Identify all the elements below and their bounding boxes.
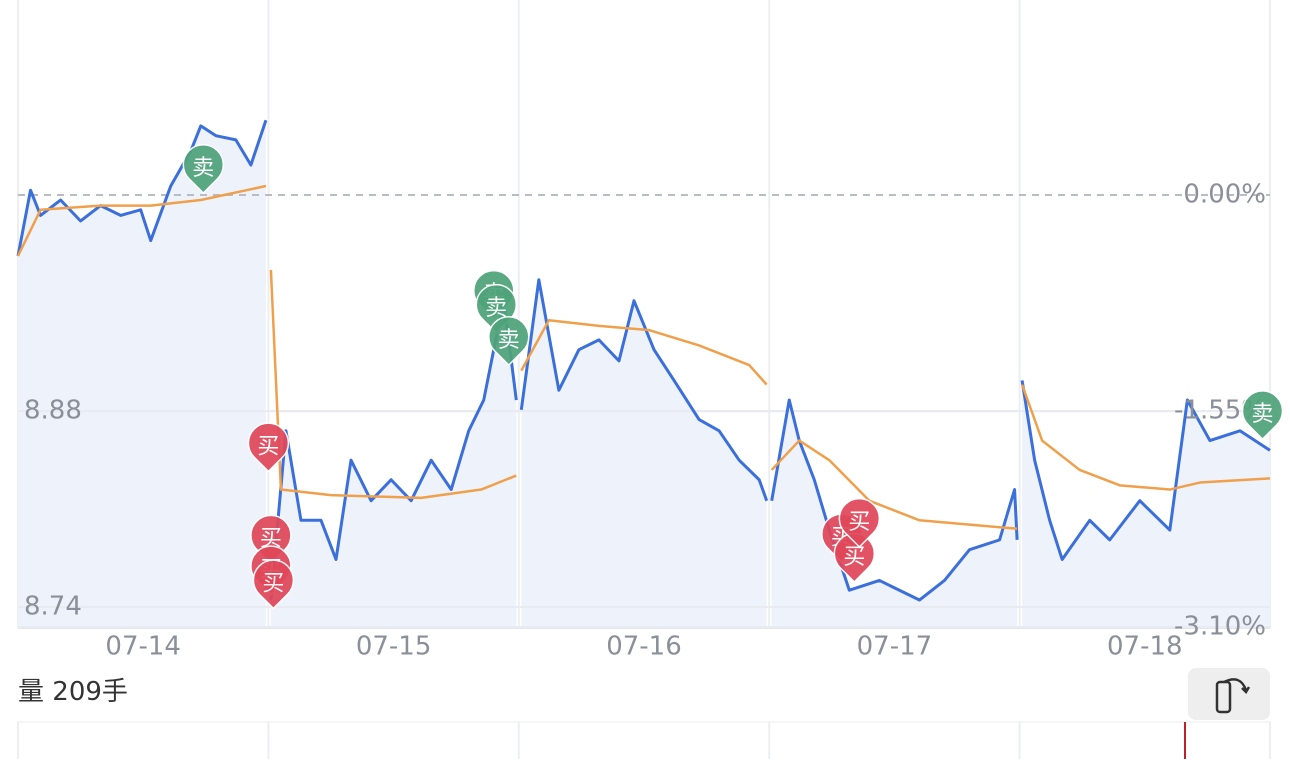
marker-pin: [1241, 390, 1284, 441]
marker-pin: [247, 422, 290, 473]
x-tick-label: 07-14: [105, 632, 181, 662]
rotate-arrow: [1223, 678, 1251, 695]
x-tick-label: 07-18: [1107, 632, 1183, 662]
marker-pin: [488, 316, 530, 367]
y2-tick-label: 0.00%: [1183, 179, 1266, 209]
volume-title: 量: [18, 677, 44, 707]
y-tick-label: 8.74: [24, 592, 82, 622]
average-line: [16, 184, 1271, 530]
x-tick-label: 07-15: [356, 632, 432, 662]
phone-icon: [1215, 680, 1232, 714]
x-tick-label: 07-17: [857, 632, 933, 662]
volume-value: 209: [52, 677, 102, 707]
marker-label: 买: [848, 510, 870, 535]
marker-label: 买: [257, 434, 279, 459]
marker-label: 卖: [485, 296, 507, 321]
y-tick-label: 8.88: [24, 396, 82, 426]
trade-marker: 买: [247, 422, 290, 473]
trade-marker: 卖: [182, 143, 225, 195]
marker-label: 卖: [498, 328, 520, 353]
volume-frame: [17, 721, 1271, 763]
marker-label: 卖: [192, 156, 214, 181]
marker-label: 买: [260, 527, 282, 552]
x-tick-label: 07-16: [606, 632, 682, 662]
marker-pin: [252, 559, 295, 610]
marker-label: 买: [262, 571, 284, 596]
volume-unit: 手: [102, 677, 128, 707]
trade-marker: 卖: [1241, 390, 1284, 441]
marker-label: 卖: [1251, 402, 1273, 427]
volume-label: 量 209手: [18, 677, 128, 707]
price-area: [18, 120, 1270, 628]
trade-marker: 卖: [488, 316, 530, 367]
trade-marker: 买: [252, 559, 295, 610]
marker-pin: [182, 143, 225, 195]
marker-pin: [838, 497, 881, 548]
trade-marker: 买: [838, 497, 881, 548]
marker-label: 买: [843, 545, 865, 570]
y2-tick-label: -3.10%: [1174, 612, 1266, 642]
rotate-button[interactable]: [1188, 668, 1270, 720]
price-line: [16, 119, 1271, 602]
